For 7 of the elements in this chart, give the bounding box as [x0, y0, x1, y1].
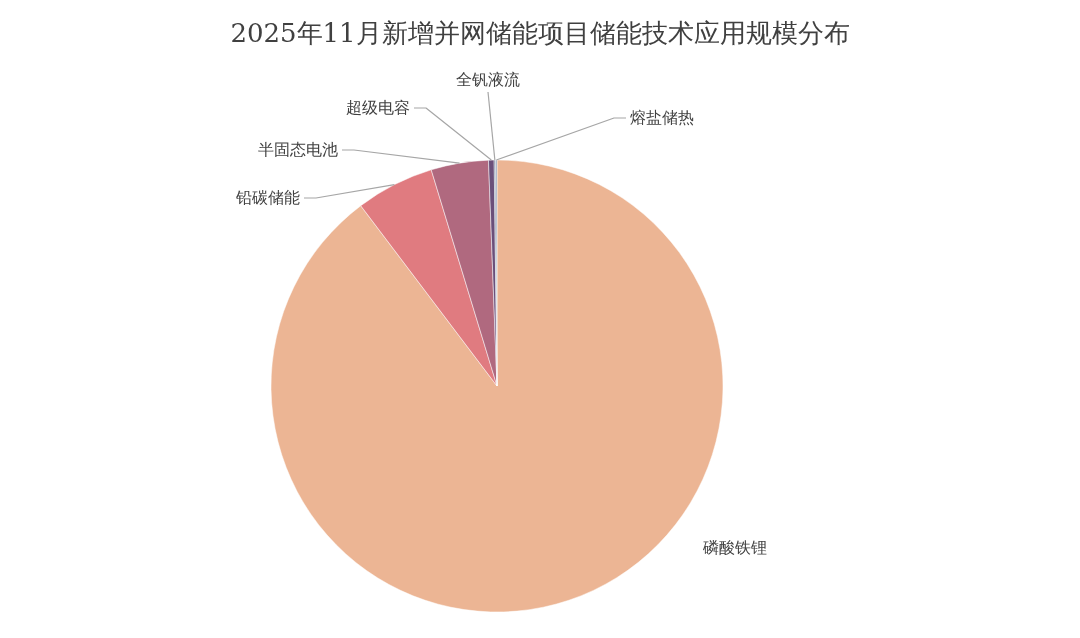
slice-label: 半固态电池 — [258, 140, 338, 159]
slice-label: 熔盐储热 — [630, 108, 694, 127]
slice-label: 超级电容 — [346, 98, 410, 117]
slice-label: 铅碳储能 — [235, 188, 300, 207]
slice-label: 全钒液流 — [456, 70, 520, 89]
slice-label: 磷酸铁锂 — [702, 538, 767, 557]
chart-title: 2025年11月新增并网储能项目储能技术应用规模分布 — [230, 18, 850, 48]
